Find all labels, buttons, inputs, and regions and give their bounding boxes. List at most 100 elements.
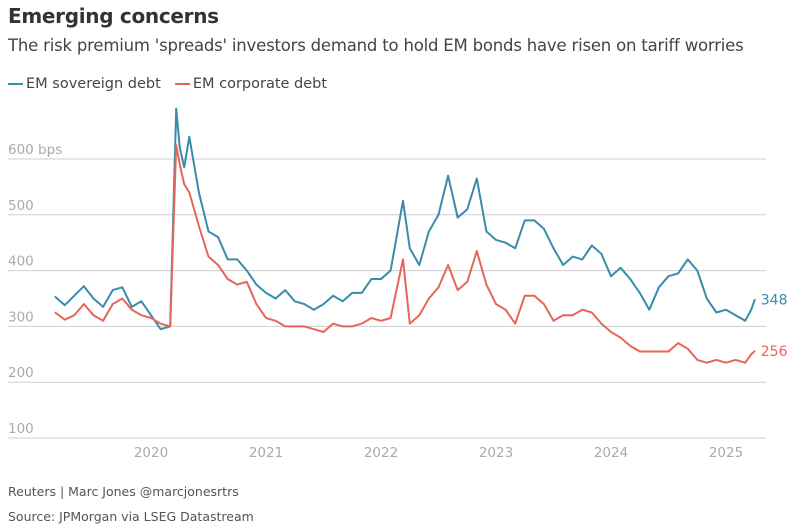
data-point (198, 191, 200, 194)
data-point (725, 308, 727, 311)
data-point (92, 314, 95, 317)
data-point (150, 314, 152, 317)
data-point (207, 230, 210, 233)
data-point (734, 359, 737, 361)
data-point (159, 328, 162, 330)
data-point (389, 317, 392, 319)
footer-source: Source: JPMorgan via LSEG Datastream (8, 509, 254, 524)
data-point (380, 278, 382, 280)
data-point (402, 200, 404, 202)
data-point (293, 325, 296, 328)
chart-subtitle: The risk premium 'spreads' investors dem… (8, 36, 744, 55)
legend: EM sovereign debt EM corporate debt (8, 76, 327, 92)
data-point (175, 107, 177, 110)
footer-credit: Reuters | Marc Jones @marcjonesrtrs (8, 484, 239, 499)
data-point (293, 300, 296, 303)
data-point (341, 325, 344, 328)
data-point (696, 359, 699, 361)
data-point (265, 292, 267, 294)
data-point (706, 297, 708, 300)
data-point (750, 353, 752, 356)
data-point (402, 258, 404, 261)
data-point (111, 303, 114, 305)
data-point (102, 306, 104, 308)
y-tick-label: 400 (8, 254, 34, 270)
data-point (543, 303, 545, 305)
data-point (140, 300, 143, 303)
data-point (178, 147, 181, 149)
data-point (638, 350, 641, 353)
data-point (236, 283, 239, 286)
data-point (274, 297, 277, 300)
x-tick-label: 2024 (594, 445, 628, 461)
data-point (428, 297, 430, 300)
data-point (226, 258, 229, 261)
data-point (638, 292, 641, 294)
data-point (562, 314, 564, 317)
data-point (63, 318, 66, 321)
data-point (686, 347, 689, 350)
data-point (447, 174, 449, 177)
data-point (504, 308, 507, 311)
data-point (591, 244, 593, 247)
data-point (183, 183, 185, 185)
data-point (437, 286, 440, 289)
x-tick-label: 2020 (134, 445, 168, 461)
data-point (562, 264, 564, 266)
data-point (408, 247, 411, 250)
data-point (332, 294, 334, 297)
y-tick-label: 500 (8, 198, 34, 214)
data-point (514, 247, 516, 250)
chart-title: Emerging concerns (8, 4, 219, 28)
data-point (686, 258, 689, 261)
data-point (523, 294, 526, 297)
data-point (175, 144, 177, 146)
data-point (418, 264, 421, 266)
data-point (370, 317, 373, 319)
data-point (466, 280, 469, 283)
data-point (236, 258, 239, 261)
x-tick-label: 2025 (709, 445, 743, 461)
data-point (523, 219, 526, 222)
data-point (543, 227, 545, 230)
data-point (217, 264, 219, 266)
data-point (370, 278, 373, 280)
data-point (658, 286, 660, 289)
data-point (581, 308, 584, 311)
data-point (255, 303, 258, 305)
data-point (351, 325, 354, 328)
data-point (389, 269, 392, 272)
data-point (571, 255, 574, 258)
data-point (456, 216, 459, 219)
data-point (188, 191, 191, 194)
data-point (111, 289, 114, 291)
data-point (658, 350, 660, 353)
data-point (274, 320, 277, 322)
y-tick-label: 300 (8, 309, 34, 325)
data-point (495, 303, 497, 305)
data-point (447, 264, 449, 266)
data-point (600, 253, 603, 255)
data-point (313, 308, 315, 311)
data-point (504, 241, 507, 244)
data-point (341, 300, 344, 303)
data-point (648, 350, 651, 353)
data-point (183, 166, 185, 169)
legend-swatch-sovereign (8, 82, 23, 86)
end-label-sovereign: 348 (761, 293, 788, 309)
data-point (456, 289, 459, 291)
data-point (667, 350, 670, 353)
data-point (121, 286, 124, 289)
data-point (600, 322, 603, 325)
data-point (178, 163, 181, 166)
data-point (677, 272, 679, 275)
data-point (63, 304, 66, 306)
data-point (408, 322, 411, 325)
data-point (265, 317, 267, 319)
data-point (750, 308, 752, 311)
data-point (198, 225, 200, 227)
data-point (246, 280, 248, 283)
data-point (514, 322, 516, 325)
